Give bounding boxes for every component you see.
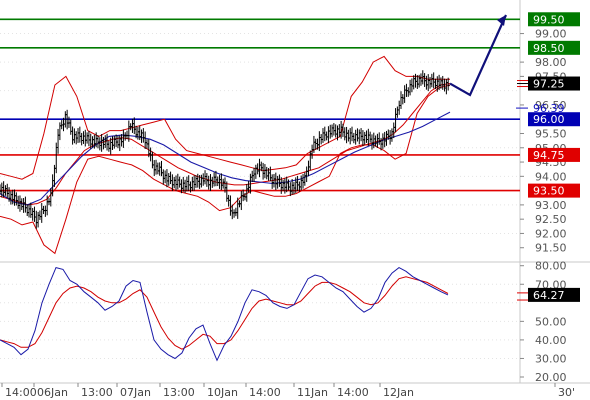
x-tick-label: 06Jan [37, 386, 68, 399]
osc-y-tick-label: 80.00 [535, 260, 567, 273]
y-tick-label: 92.50 [535, 213, 567, 226]
level-label: 98.50 [533, 42, 565, 55]
forecast-arrow-head [497, 14, 506, 26]
ma-value-label: 96.39 [533, 102, 565, 115]
x-axis: 14:00 06Jan 13:00 07Jan 13:00 10Jan 14:00 11Jan… [0, 382, 590, 399]
x-tick-label: 30' [558, 386, 575, 399]
y-tick-label: 96.50 [535, 99, 567, 112]
level-badge [528, 183, 580, 198]
level-badge [528, 40, 580, 55]
level-label: 93.50 [533, 185, 565, 198]
x-tick-label: 14:00 [5, 386, 37, 399]
level-label: 96.00 [533, 113, 565, 126]
x-tick-label: 07Jan [120, 386, 151, 399]
osc-main-line [0, 267, 449, 362]
y-tick-label: 95.50 [535, 128, 567, 141]
price-panel: 99.0098.0097.5096.5095.5095.0094.5094.00… [0, 0, 590, 383]
x-tick-label: 14:00 [249, 386, 281, 399]
y-tick-label: 93.00 [535, 199, 567, 212]
osc-value-badge [528, 287, 580, 302]
level-badge [528, 147, 580, 162]
current-price-label: 97.25 [533, 78, 565, 91]
upper-band [0, 55, 450, 180]
x-tick-label: 12Jan [383, 386, 414, 399]
y-tick-label: 99.00 [535, 28, 567, 41]
level-badge [528, 112, 580, 127]
x-tick-label: 10Jan [207, 386, 238, 399]
x-tick-label: 13:00 [163, 386, 195, 399]
level-label: 94.75 [533, 149, 565, 162]
x-tick-label: 13:00 [81, 386, 113, 399]
level-badge [528, 12, 580, 27]
current-price-badge [528, 76, 580, 91]
x-tick-label: 11Jan [297, 386, 328, 399]
y-tick-label: 91.50 [535, 242, 567, 255]
osc-y-tick-label: 30.00 [535, 352, 567, 365]
level-label: 99.50 [533, 13, 565, 26]
y-tick-label: 94.00 [535, 170, 567, 183]
osc-y-tick-label: 40.00 [535, 334, 567, 347]
y-tick-label: 98.00 [535, 56, 567, 69]
x-tick-label: 14:00 [337, 386, 369, 399]
forecast-arrow [449, 14, 508, 97]
osc-y-tick-label: 50.00 [535, 315, 567, 328]
moving-average [0, 111, 451, 206]
osc-signal-line [0, 276, 449, 350]
osc-y-tick-label: 20.00 [535, 371, 567, 384]
lower-band [0, 84, 451, 255]
osc-value-label: 64.27 [533, 289, 565, 302]
y-tick-label: 92.00 [535, 227, 567, 240]
